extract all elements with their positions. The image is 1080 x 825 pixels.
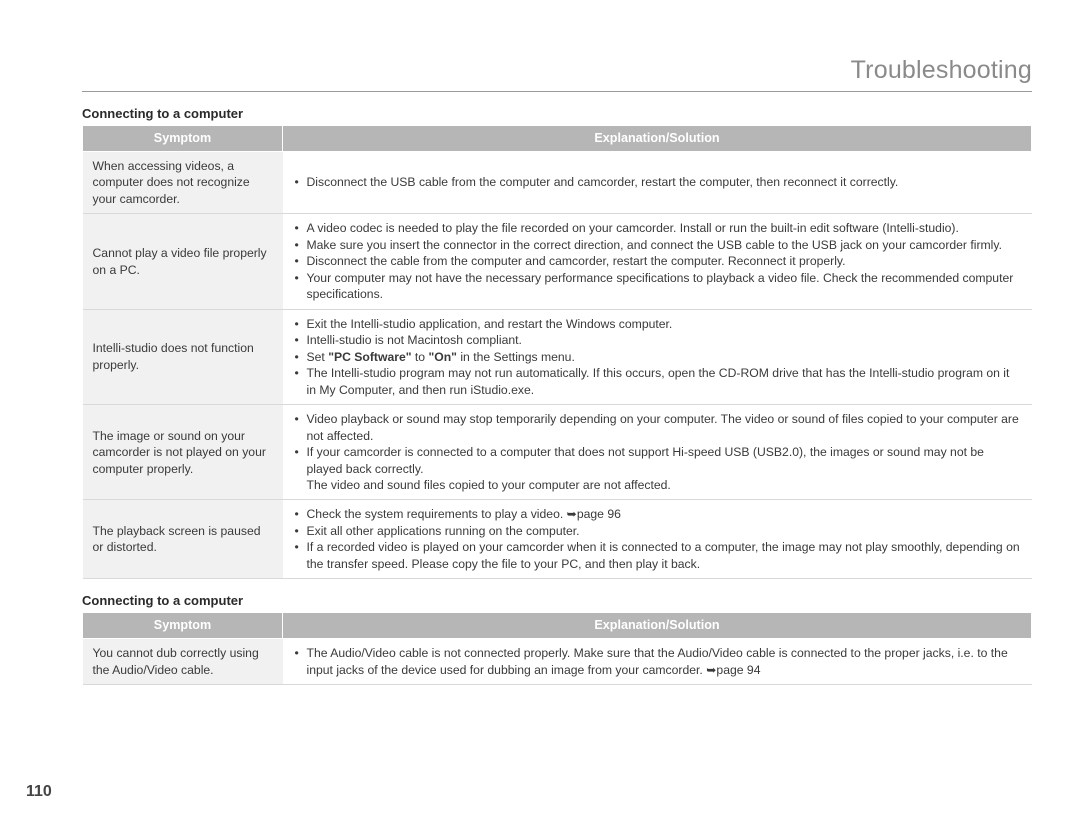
col-header-solution: Explanation/Solution — [283, 613, 1032, 639]
solution-item: A video codec is needed to play the file… — [291, 220, 1022, 236]
solution-item: Set "PC Software" to "On" in the Setting… — [291, 349, 1022, 365]
page-container: Troubleshooting Connecting to a computer… — [0, 0, 1080, 825]
col-header-symptom: Symptom — [83, 126, 283, 152]
solution-item: Check the system requirements to play a … — [291, 506, 1022, 522]
col-header-symptom: Symptom — [83, 613, 283, 639]
page-ref-icon: ➥ — [567, 507, 577, 521]
solution-cell: The Audio/Video cable is not connected p… — [283, 639, 1032, 685]
troubleshooting-table: SymptomExplanation/SolutionYou cannot du… — [82, 612, 1032, 685]
symptom-cell: You cannot dub correctly using the Audio… — [83, 639, 283, 685]
solution-cell: Disconnect the USB cable from the comput… — [283, 152, 1032, 214]
solution-item: Disconnect the USB cable from the comput… — [291, 174, 1022, 190]
table-row: You cannot dub correctly using the Audio… — [83, 639, 1032, 685]
section-heading: Connecting to a computer — [82, 106, 1032, 121]
page-number: 110 — [26, 783, 52, 801]
symptom-cell: Cannot play a video file properly on a P… — [83, 214, 283, 309]
solution-item: Exit the Intelli-studio application, and… — [291, 316, 1022, 332]
title-bar: Troubleshooting — [82, 56, 1032, 92]
solution-cell: Video playback or sound may stop tempora… — [283, 405, 1032, 500]
solution-item: The Intelli-studio program may not run a… — [291, 365, 1022, 398]
table-row: Cannot play a video file properly on a P… — [83, 214, 1032, 309]
page-ref-icon: ➥ — [706, 663, 716, 677]
solution-item: Make sure you insert the connector in th… — [291, 237, 1022, 253]
solution-cell: Check the system requirements to play a … — [283, 500, 1032, 579]
symptom-cell: When accessing videos, a computer does n… — [83, 152, 283, 214]
solution-item: Intelli-studio is not Macintosh complian… — [291, 332, 1022, 348]
solution-tail: The video and sound files copied to your… — [291, 477, 1022, 493]
solution-item: Exit all other applications running on t… — [291, 523, 1022, 539]
symptom-cell: The playback screen is paused or distort… — [83, 500, 283, 579]
section-heading: Connecting to a computer — [82, 593, 1032, 608]
solution-cell: A video codec is needed to play the file… — [283, 214, 1032, 309]
solution-item: Disconnect the cable from the computer a… — [291, 253, 1022, 269]
troubleshooting-table: SymptomExplanation/SolutionWhen accessin… — [82, 125, 1032, 579]
solution-item: Your computer may not have the necessary… — [291, 270, 1022, 303]
solution-item: If a recorded video is played on your ca… — [291, 539, 1022, 572]
solution-item: Video playback or sound may stop tempora… — [291, 411, 1022, 444]
sections-container: Connecting to a computerSymptomExplanati… — [82, 106, 1032, 685]
solution-item: The Audio/Video cable is not connected p… — [291, 645, 1022, 678]
symptom-cell: Intelli-studio does not function properl… — [83, 309, 283, 404]
table-row: When accessing videos, a computer does n… — [83, 152, 1032, 214]
page-title: Troubleshooting — [82, 56, 1032, 85]
solution-cell: Exit the Intelli-studio application, and… — [283, 309, 1032, 404]
table-row: The playback screen is paused or distort… — [83, 500, 1032, 579]
symptom-cell: The image or sound on your camcorder is … — [83, 405, 283, 500]
table-row: Intelli-studio does not function properl… — [83, 309, 1032, 404]
solution-item: If your camcorder is connected to a comp… — [291, 444, 1022, 477]
table-row: The image or sound on your camcorder is … — [83, 405, 1032, 500]
col-header-solution: Explanation/Solution — [283, 126, 1032, 152]
